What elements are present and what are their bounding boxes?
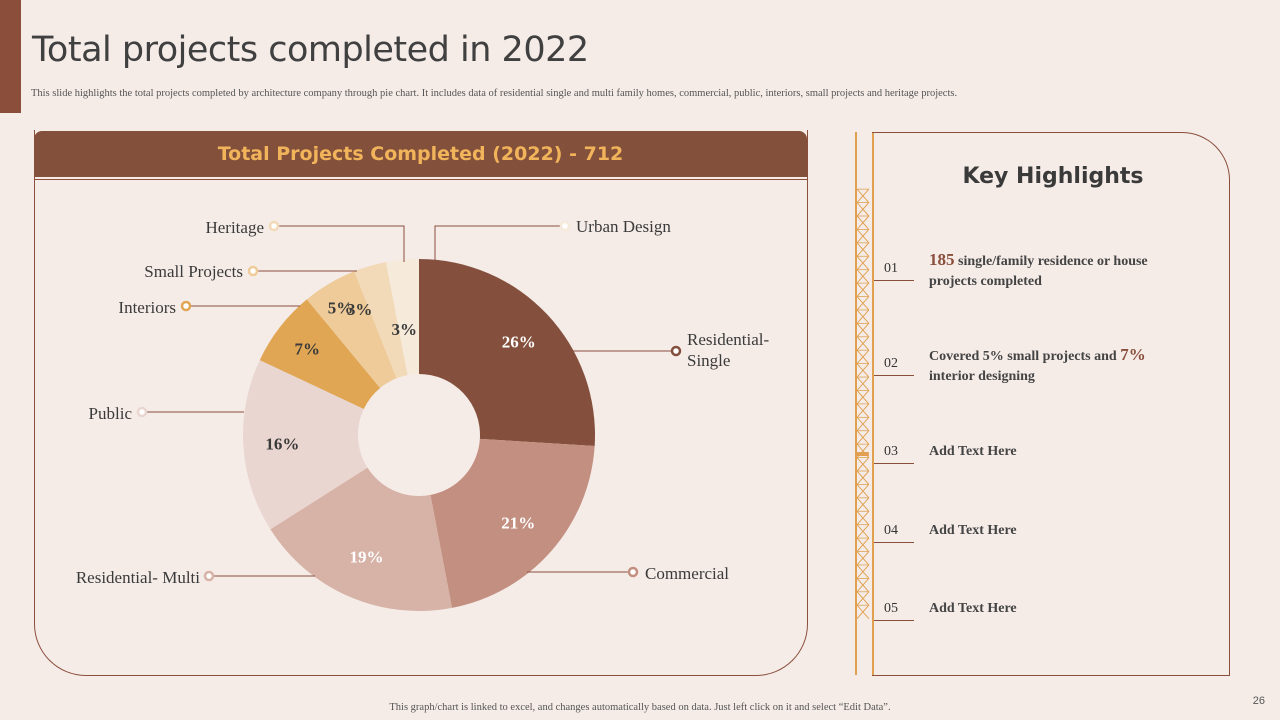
- highlight-divider: [874, 463, 914, 464]
- ladder-decoration: [855, 132, 874, 675]
- highlight-divider: [874, 375, 914, 376]
- category-label: Commercial: [645, 564, 729, 583]
- pie-slice: [270, 467, 452, 611]
- highlight-big-value: 185: [929, 250, 955, 269]
- callout-dot: [247, 265, 259, 277]
- page-title: Total projects completed in 2022: [32, 30, 589, 70]
- callout-line: [274, 225, 405, 262]
- highlight-body: Covered 5% small projects and: [929, 349, 1121, 364]
- highlight-number: 02: [884, 356, 898, 371]
- callout-dot: [203, 570, 215, 582]
- pie-value-label: 3%: [347, 300, 373, 319]
- highlight-number: 03: [884, 444, 898, 459]
- pie-value-label: 3%: [392, 320, 418, 339]
- callout-dot: [627, 566, 639, 578]
- page-subtitle: This slide highlights the total projects…: [31, 88, 958, 99]
- pie-slice: [259, 299, 381, 410]
- highlight-number: 01: [884, 261, 898, 276]
- category-label: Public: [89, 404, 133, 423]
- key-highlights-title: Key Highlights: [962, 164, 1144, 189]
- pie-value-label: 19%: [349, 547, 383, 566]
- callout-dot: [180, 300, 192, 312]
- callout-line: [434, 225, 565, 262]
- chart-panel: [34, 130, 808, 676]
- pie-value-label: 26%: [502, 332, 536, 351]
- highlight-number: 04: [884, 523, 898, 538]
- key-highlights-panel: [872, 132, 1230, 676]
- category-label: Heritage: [205, 218, 264, 237]
- highlight-text: 185 single/family residence or house pro…: [929, 250, 1189, 292]
- pie-slice: [354, 262, 408, 379]
- callout-dot: [268, 220, 280, 232]
- category-label: Small Projects: [144, 262, 243, 281]
- pie-slice: [242, 360, 368, 530]
- highlight-divider: [874, 280, 914, 281]
- callout-dot: [136, 406, 148, 418]
- pie-slice: [419, 259, 595, 447]
- pie-value-label: 7%: [294, 339, 320, 358]
- category-label: Interiors: [118, 298, 176, 317]
- pie-value-label: 16%: [265, 435, 299, 454]
- chart-divider: [35, 179, 807, 180]
- highlight-divider: [874, 620, 914, 621]
- category-label: Residential-Single: [687, 330, 769, 370]
- footer-note: This graph/chart is linked to excel, and…: [389, 702, 891, 713]
- highlight-number: 05: [884, 601, 898, 616]
- pie-chart: Residential-Single Commercial Residential-…: [76, 217, 769, 611]
- callout-dot: [670, 345, 682, 357]
- highlight-body-line2: interior designing: [929, 369, 1035, 384]
- chart-header: Total Projects Completed (2022) - 712: [34, 131, 807, 177]
- category-label: Urban Design: [576, 217, 671, 236]
- category-label: Residential- Multi: [76, 568, 200, 587]
- highlight-text: Add Text Here: [929, 523, 1017, 538]
- pie-slice: [306, 271, 397, 388]
- chart-title: Total Projects Completed (2022) - 712: [217, 143, 624, 165]
- highlight-text: Add Text Here: [929, 601, 1017, 616]
- pie-value-label: 21%: [501, 513, 535, 532]
- highlight-big-value: 7%: [1120, 345, 1146, 364]
- pie-slice: [430, 438, 595, 608]
- accent-bar: [0, 0, 21, 113]
- page-number: 26: [1252, 695, 1265, 707]
- pie-value-label: 5%: [328, 298, 354, 317]
- highlight-text: Add Text Here: [929, 444, 1017, 459]
- highlight-text: Covered 5% small projects and 7% interior…: [929, 345, 1189, 387]
- highlight-body: single/family residence or house project…: [929, 254, 1148, 289]
- callout-dot: [559, 220, 571, 232]
- pie-slice: [386, 259, 419, 376]
- highlight-divider: [874, 542, 914, 543]
